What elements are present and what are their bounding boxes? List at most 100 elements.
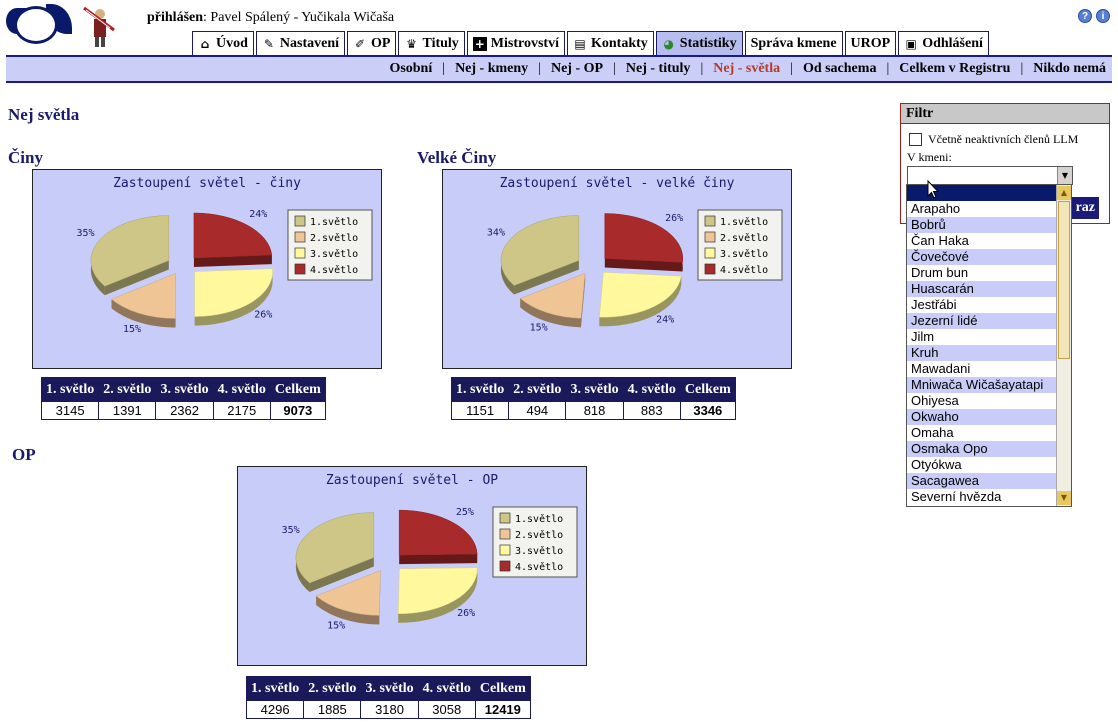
tab-uvod[interactable]: ⌂ Úvod xyxy=(192,31,254,55)
cell-svetlo-1: 1151 xyxy=(450,401,510,420)
login-info: přihlášen: Pavel Spálený - Yučikala Wiča… xyxy=(147,10,394,26)
legend-label: 3.světlo xyxy=(310,248,358,260)
subnav-nej-svetla[interactable]: Nej - světla xyxy=(713,61,781,76)
pie-percent-label: 15% xyxy=(327,621,345,632)
dropdown-option[interactable]: Jezerní lidé xyxy=(907,313,1057,329)
tribe-dropdown-list[interactable]: Arapaho Bobrů Čan Haka Čovečové Drum bun Huas… xyxy=(906,184,1072,507)
pie-percent-label: 35% xyxy=(282,525,300,536)
dropdown-option[interactable]: Sacagawea xyxy=(907,473,1057,489)
cell-svetlo-2: 1391 xyxy=(98,401,157,420)
dropdown-option[interactable]: Arapaho xyxy=(911,201,961,216)
tab-urop[interactable]: UROP xyxy=(844,31,897,55)
inactive-members-checkbox[interactable] xyxy=(909,133,922,146)
show-button[interactable]: raz xyxy=(1063,197,1099,219)
pie-percent-label: 15% xyxy=(530,323,548,334)
tab-statistiky[interactable]: ◕ Statistiky xyxy=(655,31,743,55)
cell-celkem: 9073 xyxy=(269,401,326,420)
dropdown-option[interactable]: Čovečové xyxy=(907,249,1057,265)
separator: | xyxy=(442,61,446,76)
legend-swatch xyxy=(704,247,716,259)
pie-slice-2 xyxy=(519,272,586,328)
dropdown-option[interactable] xyxy=(907,185,1057,201)
pie-slice-4 xyxy=(398,509,478,565)
subnav-od-sachema[interactable]: Od sachema xyxy=(802,61,877,76)
chart-velke-ciny: Zastoupení světel - velké činy 34% 26% 15% 2… xyxy=(442,169,792,369)
house-icon: ⌂ xyxy=(200,36,210,51)
cell-celkem: 3346 xyxy=(679,401,736,420)
mouse-cursor-icon xyxy=(927,180,939,199)
help-icon[interactable]: ? xyxy=(1078,9,1092,23)
scroll-up-icon[interactable]: ▲ xyxy=(1057,186,1071,200)
th-svetlo-1: 1. světlo xyxy=(450,377,510,402)
info-icon[interactable]: i xyxy=(1096,9,1110,23)
scroll-down-icon[interactable]: ▼ xyxy=(1057,491,1071,505)
dropdown-option[interactable]: Kruh xyxy=(907,345,1057,361)
tab-nastaveni[interactable]: ✎ Nastavení xyxy=(255,31,346,55)
legend-label: 1.světlo xyxy=(310,216,358,228)
tab-label: Kontakty xyxy=(590,35,648,51)
dropdown-option[interactable]: Ohiyesa xyxy=(911,393,959,408)
tab-label: Statistiky xyxy=(679,35,737,51)
tab-sprava-kmene[interactable]: Správa kmene xyxy=(744,31,843,55)
dropdown-option[interactable]: Huascarán xyxy=(907,281,1057,297)
th-svetlo-2: 2. světlo xyxy=(98,377,157,402)
dropdown-option[interactable]: Drum bun xyxy=(911,265,969,280)
sub-navigation: Osobní | Nej - kmeny | Nej - OP | Nej - tit… xyxy=(6,55,1112,83)
tab-op[interactable]: ✐ OP xyxy=(347,31,397,55)
subnav-nej-kmeny[interactable]: Nej - kmeny xyxy=(455,61,529,76)
dropdown-option[interactable]: Jestřábi xyxy=(911,297,957,312)
stats-table-velke-ciny: 1. světlo 2. světlo 3. světlo 4. světlo … xyxy=(450,377,736,420)
subnav-osobni[interactable]: Osobní xyxy=(389,61,433,76)
subnav-nej-op[interactable]: Nej - OP xyxy=(550,61,604,76)
help-icons: ? i xyxy=(1078,9,1110,23)
legend-label: 3.světlo xyxy=(720,248,768,260)
legend-label: 2.světlo xyxy=(310,232,358,244)
dropdown-option[interactable]: Otyókwa xyxy=(911,457,962,472)
dropdown-option[interactable]: Osmaka Opo xyxy=(907,441,1057,457)
th-svetlo-2: 2. světlo xyxy=(508,377,567,402)
dropdown-option[interactable]: Čan Haka xyxy=(911,233,969,248)
legend-swatch xyxy=(499,528,511,540)
subnav-nej-tituly[interactable]: Nej - tituly xyxy=(625,61,691,76)
door-icon: ▣ xyxy=(905,36,917,51)
cell-svetlo-2: 494 xyxy=(508,401,567,420)
cell-svetlo-3: 818 xyxy=(565,401,624,420)
dropdown-option[interactable]: Severní hvězda xyxy=(911,489,1002,504)
dropdown-scrollbar[interactable]: ▲ ▼ xyxy=(1056,185,1071,506)
chart-title: Zastoupení světel - velké činy xyxy=(500,176,735,191)
separator: | xyxy=(1020,61,1024,76)
th-svetlo-4: 4. světlo xyxy=(417,676,476,701)
dropdown-option[interactable]: Omaha xyxy=(911,425,954,440)
chart-title: Zastoupení světel - OP xyxy=(326,473,498,488)
table-header-row: 1. světlo 2. světlo 3. světlo 4. světlo … xyxy=(40,377,326,402)
tab-label: Úvod xyxy=(216,35,248,51)
site-logo[interactable] xyxy=(6,2,118,50)
tab-odhlaseni[interactable]: ▣ Odhlášení xyxy=(898,31,989,55)
tab-mistrovstvi[interactable]: + Mistrovství xyxy=(466,31,565,55)
chevron-down-icon[interactable]: ▼ xyxy=(1057,167,1072,184)
scroll-thumb[interactable] xyxy=(1058,201,1070,359)
dropdown-option[interactable]: Mawadani xyxy=(911,361,971,376)
dropdown-option[interactable]: Jilm xyxy=(911,329,935,344)
legend-label: 3.světlo xyxy=(515,545,563,557)
dropdown-option[interactable]: Mniwača Wičašayatapi xyxy=(907,377,1057,393)
dropdown-option[interactable]: Okwaho xyxy=(907,409,1057,425)
subnav-nikdo-nema[interactable]: Nikdo nemá xyxy=(1033,61,1106,76)
section-heading-ciny: Činy xyxy=(8,148,43,167)
dropdown-option[interactable]: Bobrů xyxy=(907,217,1057,233)
subnav-celkem-v-registru[interactable]: Celkem v Registru xyxy=(899,61,1011,76)
cell-svetlo-4: 3058 xyxy=(417,700,476,719)
tab-label: UROP xyxy=(850,35,891,51)
section-heading-op: OP xyxy=(12,445,36,464)
th-svetlo-3: 3. světlo xyxy=(565,377,624,402)
tab-label: Správa kmene xyxy=(750,35,837,51)
main-tabs: ⌂ Úvod ✎ Nastavení ✐ OP ♛ Tituly + Mistrovstv… xyxy=(192,31,991,55)
tab-label: Odhlášení xyxy=(922,35,983,51)
inactive-members-checkbox-row[interactable]: Včetně neaktivních členů LLM xyxy=(909,132,1078,147)
th-svetlo-3: 3. světlo xyxy=(155,377,214,402)
tab-kontakty[interactable]: ▤ Kontakty xyxy=(566,31,654,55)
pie-icon: ◕ xyxy=(663,36,675,51)
cell-svetlo-1: 4296 xyxy=(245,700,305,719)
separator: | xyxy=(700,61,704,76)
tab-tituly[interactable]: ♛ Tituly xyxy=(398,31,465,55)
